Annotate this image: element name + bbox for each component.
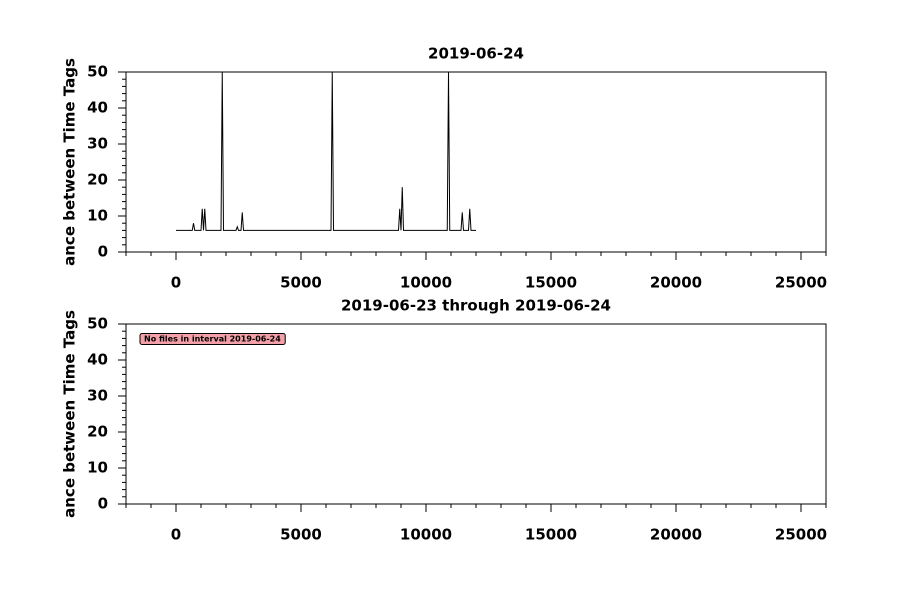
x-tick-label: 20000 — [650, 526, 702, 544]
y-tick-label: 50 — [87, 63, 108, 81]
x-tick-label: 25000 — [775, 274, 827, 292]
chart-title: 2019-06-24 — [428, 45, 524, 63]
y-tick-label: 0 — [98, 243, 108, 261]
chart-title: 2019-06-23 through 2019-06-24 — [341, 297, 611, 315]
x-tick-label: 0 — [171, 274, 181, 292]
x-tick-label: 15000 — [525, 274, 577, 292]
y-tick-label: 30 — [87, 387, 108, 405]
plot-frame — [125, 323, 827, 505]
y-tick-label: 0 — [98, 495, 108, 513]
data-line — [176, 71, 476, 231]
y-tick-label: 20 — [87, 423, 108, 441]
x-tick-label: 20000 — [650, 274, 702, 292]
y-tick-label: 40 — [87, 99, 108, 117]
y-axis-label: ance between Time Tags — [61, 310, 79, 518]
panel: 2019-06-23 through 2019-06-24 ance betwee… — [61, 297, 828, 544]
annotation: No files in interval 2019-06-24 — [144, 335, 281, 344]
x-tick-label: 5000 — [280, 274, 322, 292]
y-tick-label: 30 — [87, 135, 108, 153]
x-tick-label: 10000 — [400, 274, 452, 292]
x-tick-label: 15000 — [525, 526, 577, 544]
y-tick-label: 20 — [87, 171, 108, 189]
x-tick-label: 25000 — [775, 526, 827, 544]
annotation-box — [139, 333, 286, 345]
y-tick-label: 50 — [87, 315, 108, 333]
y-tick-label: 10 — [87, 207, 108, 225]
x-tick-label: 0 — [171, 526, 181, 544]
y-axis-label: ance between Time Tags — [61, 58, 79, 266]
y-tick-label: 40 — [87, 351, 108, 369]
x-tick-label: 5000 — [280, 526, 322, 544]
plot-frame — [125, 71, 827, 253]
x-tick-label: 10000 — [400, 526, 452, 544]
y-tick-label: 10 — [87, 459, 108, 477]
